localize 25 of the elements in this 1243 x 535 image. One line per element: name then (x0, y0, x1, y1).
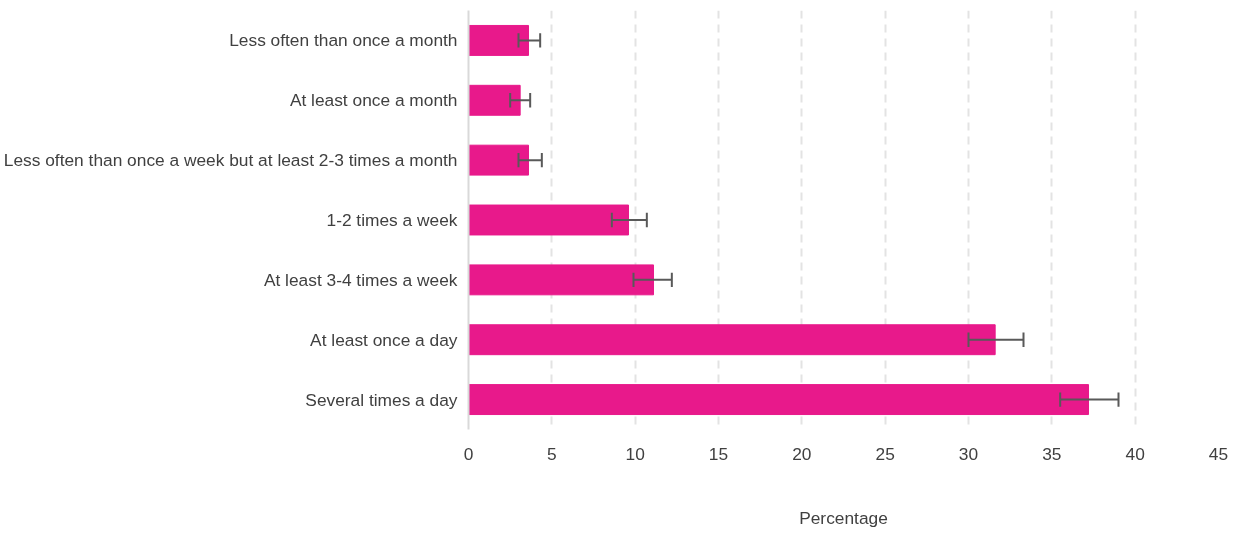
x-tick-label: 5 (547, 443, 557, 464)
x-tick-label: 35 (1042, 443, 1062, 464)
y-tick-label: At least once a day (310, 329, 458, 350)
y-tick-label: Several times a day (305, 389, 458, 410)
y-tick-label: 1-2 times a week (326, 210, 458, 230)
x-tick-label: 10 (625, 443, 645, 464)
bar (468, 204, 629, 236)
bar (468, 324, 996, 356)
x-axis-title: Percentage (799, 507, 888, 528)
x-tick-label: 30 (958, 443, 979, 464)
bar (468, 84, 521, 116)
x-tick-label: 45 (1208, 443, 1229, 464)
x-tick-label: 20 (792, 443, 812, 464)
bar (468, 24, 529, 56)
y-tick-label: Less often than once a month (229, 30, 458, 51)
bar (468, 144, 529, 176)
y-tick-label: Less often than once a week but at least 2-3 times a month (3, 150, 458, 171)
x-tick-label: 0 (463, 443, 474, 464)
y-tick-label: At least once a month (289, 90, 458, 111)
x-tick-label: 25 (875, 443, 895, 464)
y-tick-label: At least 3-4 times a week (263, 269, 458, 290)
x-tick-label: 15 (708, 443, 729, 464)
bar (468, 264, 654, 296)
x-tick-label: 40 (1125, 443, 1145, 464)
bar (468, 384, 1089, 416)
